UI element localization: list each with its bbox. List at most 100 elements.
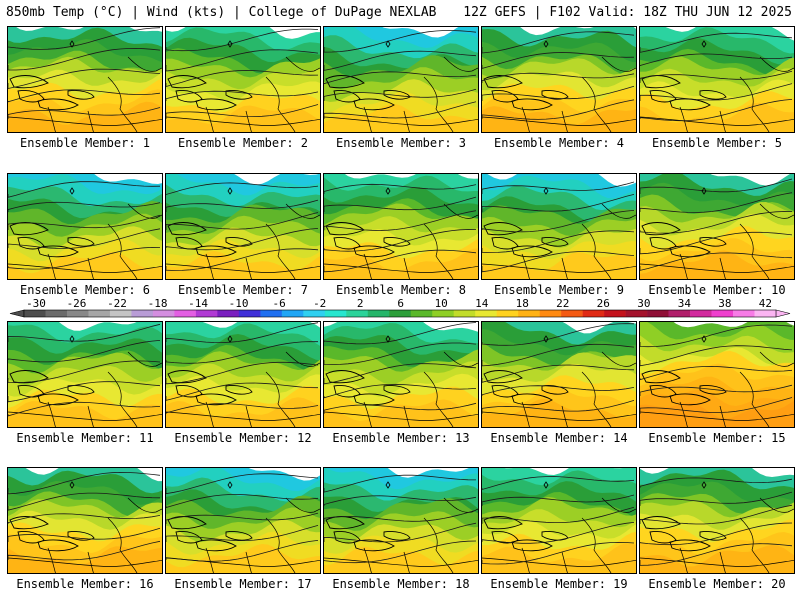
border-line [47,253,56,279]
border-line [245,551,252,573]
colorbar-swatch [346,310,369,317]
great-lake-outline [511,393,553,406]
great-lake-outline [383,531,411,541]
contour-line [482,230,635,253]
contour-line [324,183,477,194]
border-line [8,116,162,126]
colorbar-swatch [88,310,111,317]
contour-line [640,345,793,367]
colorbar-swatch [647,310,669,317]
border-line [719,257,726,279]
great-lake-outline [511,539,553,552]
contour-line [640,384,793,396]
contour-line [324,249,477,273]
border-line [47,106,56,132]
contour-line [324,540,477,564]
border-line [679,401,688,427]
border-line [601,56,636,72]
great-lake-outline [483,370,523,384]
border-line [521,106,530,132]
great-lake-outline [333,237,361,250]
contour-line [482,506,635,524]
contour-line [640,70,793,83]
contour-line [482,343,635,367]
great-lake-outline [541,385,569,395]
contour-line [8,381,161,403]
border-line [127,56,162,72]
great-lake-outline [483,75,523,89]
colorbar-tick-label: -6 [272,297,285,310]
contour-line [640,504,793,525]
great-lake-outline [641,516,681,530]
colorbar-tick-label: -10 [229,297,249,310]
border-line [265,76,296,132]
border-line [403,257,410,279]
temperature-map [8,27,162,132]
header-title-left: 850mb Temp (°C) | Wind (kts) | College o… [6,5,437,20]
border-line [245,257,252,279]
temperature-map [640,27,794,132]
contour-line [166,525,319,542]
contour-line [8,89,161,103]
colorbar-tick-label: -18 [148,297,168,310]
great-lake-outline [195,98,237,111]
colorbar-tick-label: 22 [556,297,569,310]
temp-band [482,252,636,279]
contour-line [8,181,161,198]
contour-line [166,540,319,562]
contour-line [166,228,319,251]
border-line [127,497,162,513]
station-marker-icon [701,40,707,48]
border-line [324,557,478,567]
great-lake-outline [225,237,253,247]
member-caption: Ensemble Member: 8 [335,283,467,297]
temperature-map [8,322,162,427]
contour-line [8,340,161,363]
contour-line [640,397,793,414]
station-marker-icon [701,481,707,489]
contour-line [640,83,793,101]
border-line [205,253,214,279]
great-lake-outline [491,237,519,250]
great-lake-outline [195,539,237,552]
temperature-map [482,322,636,427]
member-caption: Ensemble Member: 18 [332,577,470,591]
station-marker-icon [385,335,391,343]
contour-line [8,360,161,384]
contour-line [640,522,793,546]
map-panel-member-2 [165,26,321,133]
great-lake-outline [195,393,237,406]
contour-line [324,30,477,53]
contour-line [8,513,161,524]
member-caption: Ensemble Member: 3 [335,136,467,150]
great-lake-outline [641,222,681,236]
temperature-map [482,174,636,279]
map-panel-member-19 [481,467,637,574]
great-lake-outline [383,237,411,247]
contour-line [8,246,161,270]
border-line [87,405,94,427]
contour-line [8,107,161,119]
great-lake-outline [167,222,207,236]
border-line [719,110,726,132]
colorbar-swatch [475,310,497,317]
temperature-colorbar: -30 -26 -22 -18 -14 -10 -6 -2 2 6 10 14 18 22 26 30 34 38… [9,297,791,318]
contour-line [166,182,319,195]
map-panel-member-8 [323,173,479,280]
station-marker-icon [69,40,75,48]
border-line [8,263,162,273]
temperature-map [324,468,478,573]
contour-line [8,214,161,230]
station-marker-icon [227,335,233,343]
border-line [640,557,794,567]
contour-line [8,68,161,89]
colorbar-swatch [690,310,712,317]
contour-line [482,210,635,233]
border-line [561,110,568,132]
member-caption: Ensemble Member: 11 [16,431,154,445]
great-lake-outline [483,222,523,236]
colorbar-swatch [539,310,562,317]
great-lake-outline [17,531,45,544]
contour-line [640,231,793,255]
contour-line [482,181,635,194]
